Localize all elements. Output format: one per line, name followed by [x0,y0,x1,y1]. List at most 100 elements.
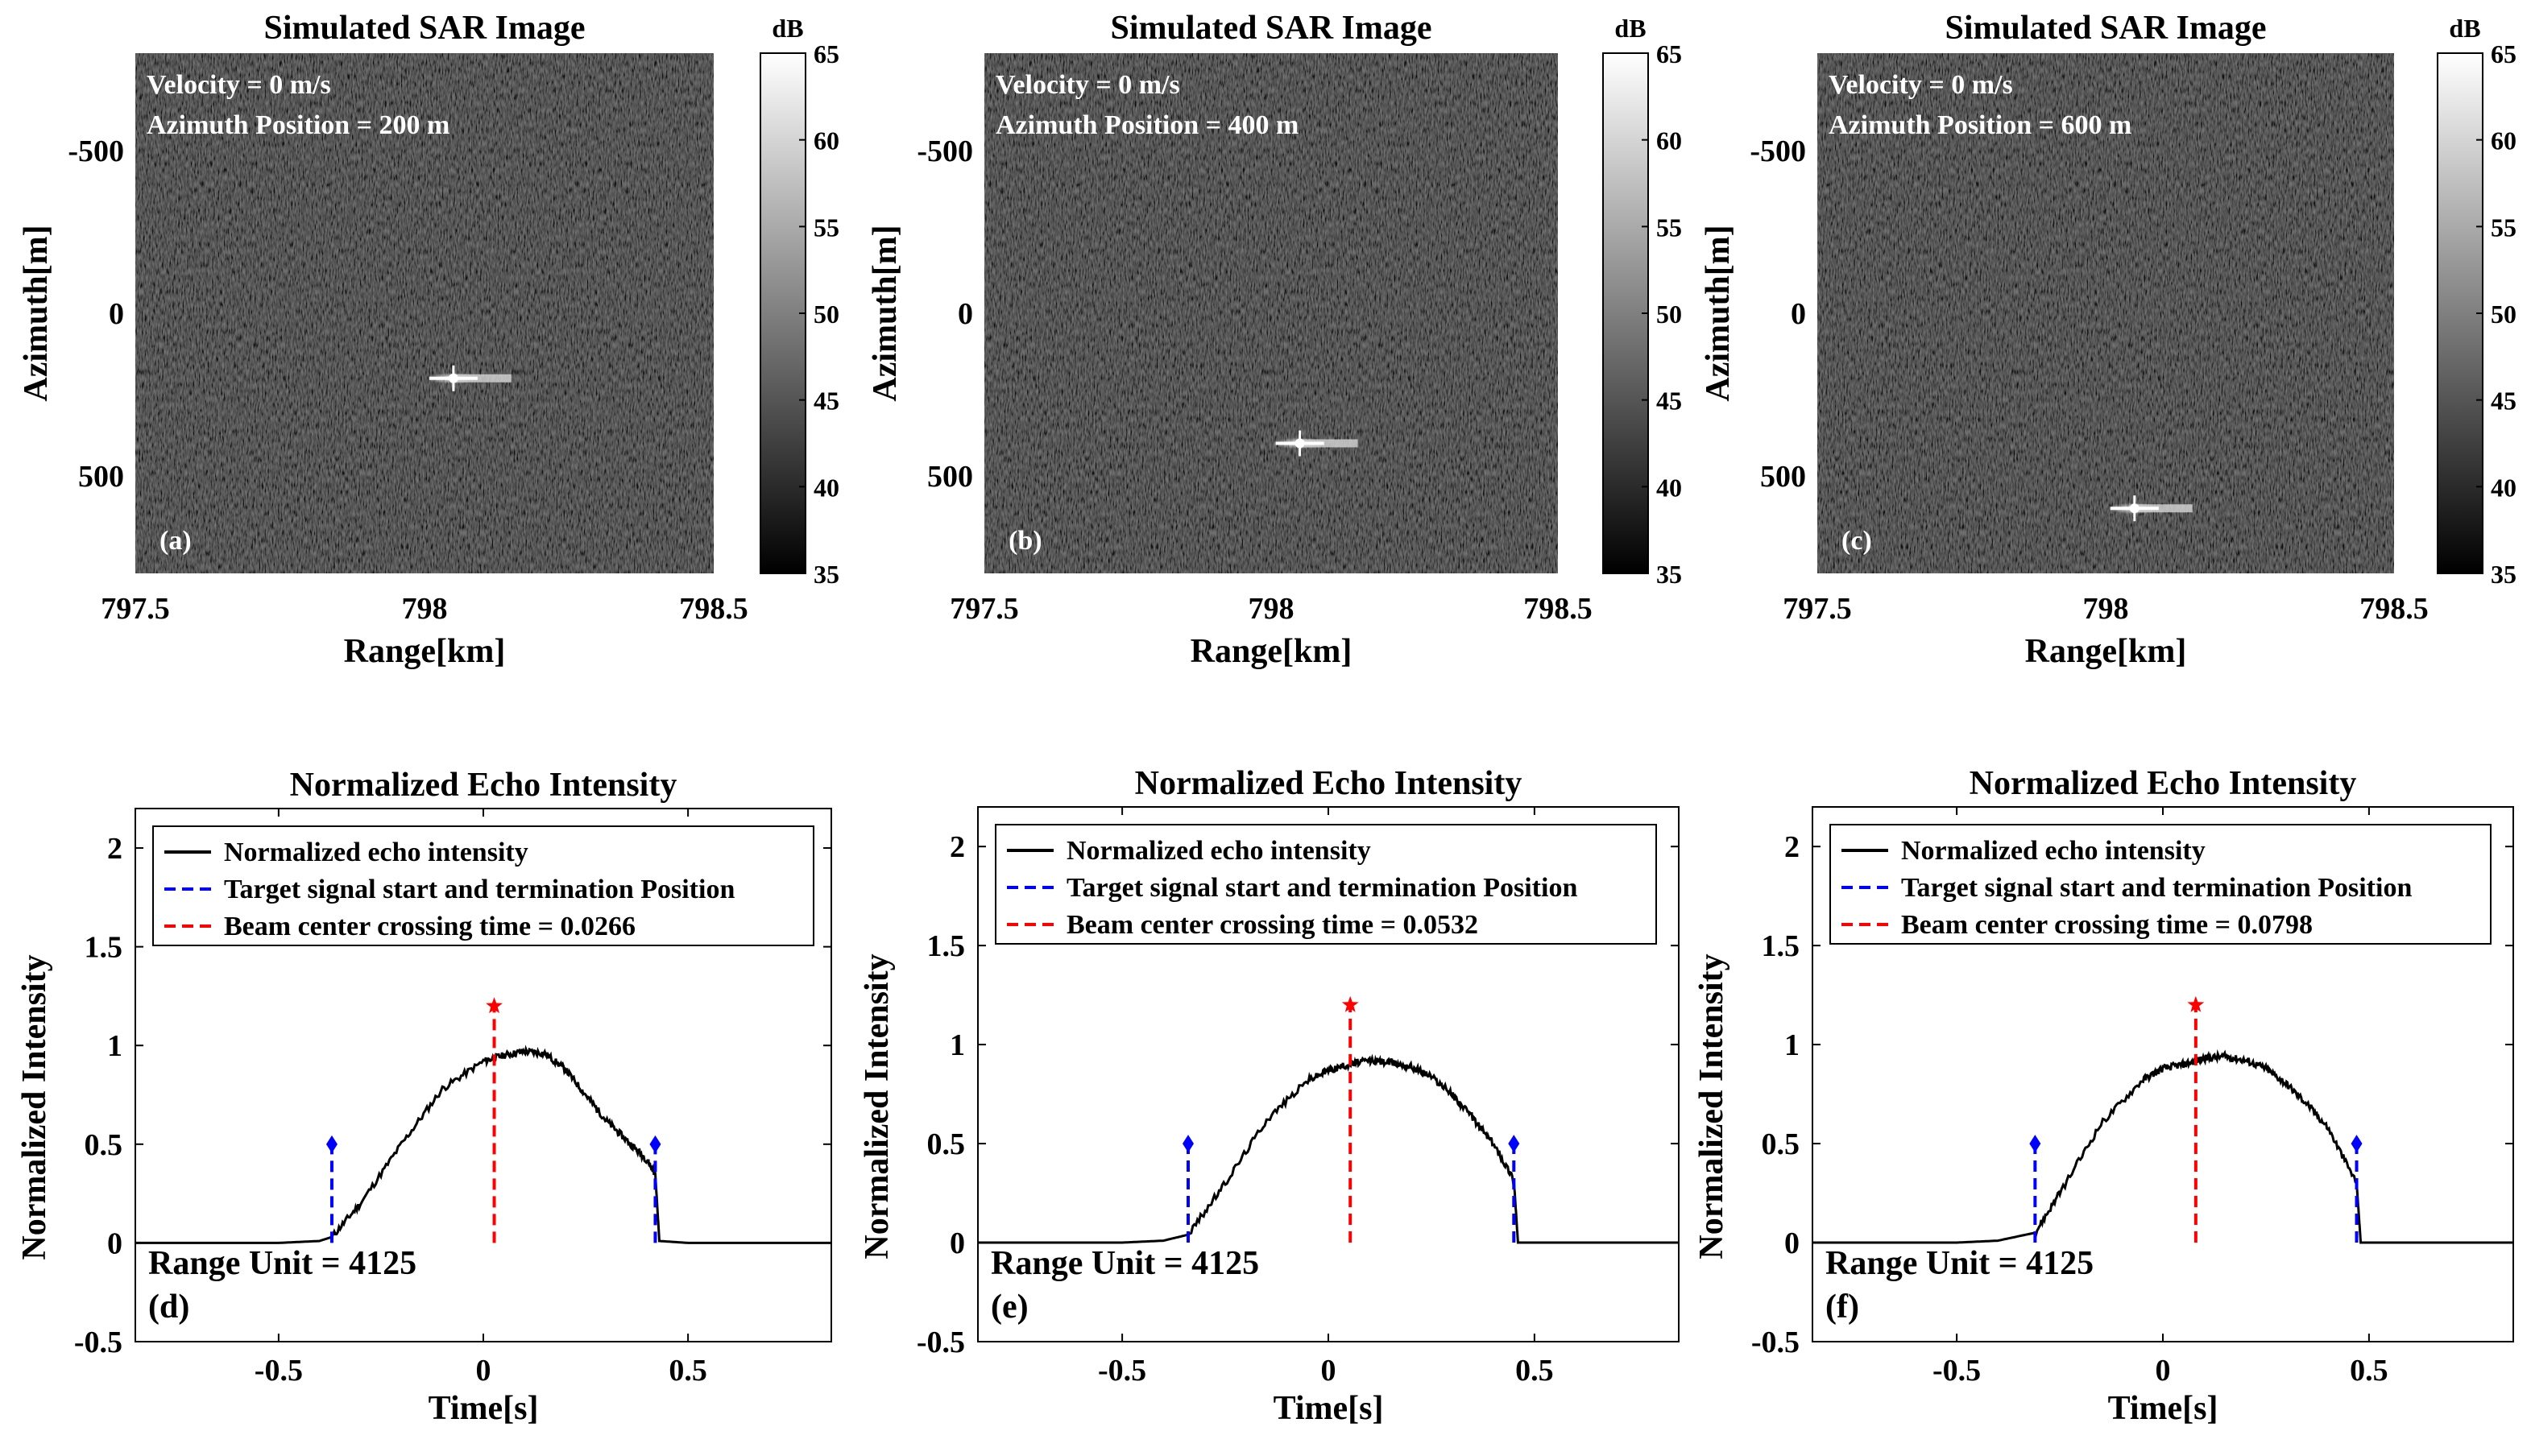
y-tick-label: 1.5 [927,929,966,963]
colorbar-tick-label: 45 [814,387,839,416]
sar-image-speckle [1817,53,2394,573]
y-tick-label: 0.5 [927,1127,966,1161]
x-tick-label: 0 [1321,1354,1336,1388]
colorbar-tick-label: 50 [2491,300,2517,329]
y-tick-label: 1.5 [85,931,123,965]
colorbar-tick-label: 60 [2491,126,2517,155]
y-axis-label: Azimuth[m] [867,225,904,401]
colorbar-tick-label: 55 [2491,213,2517,242]
x-axis-label: Range[km] [1191,633,1352,670]
target-range-tail [2134,504,2193,513]
legend-entry: Target signal start and termination Posi… [1901,873,2412,903]
beam-center-star [486,997,503,1014]
target-start-marker [2029,1135,2041,1153]
target-point [448,373,458,383]
azimuth-position-annotation: Azimuth Position = 600 m [1829,110,2131,140]
x-tick-label: 798 [2083,592,2129,626]
y-axis-label: Azimuth[m] [1700,225,1737,401]
y-tick-label: 0 [958,297,973,331]
x-axis-label: Time[s] [2108,1390,2218,1427]
legend-entry: Normalized echo intensity [1067,836,1371,866]
sar-image-speckle [984,53,1558,573]
y-axis-label: Normalized Intensity [16,954,53,1260]
x-tick-label: 798.5 [2359,592,2429,626]
y-tick-label: 0 [1791,297,1806,331]
x-tick-label: 798.5 [679,592,748,626]
target-range-tail [1299,439,1358,448]
y-tick-label: 1 [107,1029,122,1063]
echo-panel-1: -0.5 0 0.5 -0.5 0 0.5 1 1.5 2 Normalized echo int… [16,767,832,1427]
azimuth-position-annotation: Azimuth Position = 200 m [147,110,449,140]
y-tick-label: -0.5 [1751,1326,1800,1359]
x-axis-label: Range[km] [344,633,506,670]
y-tick-label: 2 [107,832,122,866]
sar-panel-2: Velocity = 0 m/s Azimuth Position = 400 m… [867,10,1682,670]
target-end-marker [1508,1135,1520,1153]
echo-panel-2: -0.5 0 0.5 -0.5 0 0.5 1 1.5 2 Normalized echo int… [859,765,1680,1427]
y-tick-label: 500 [78,460,124,494]
target-point [1294,438,1305,449]
echo-intensity-line [1812,1049,2513,1244]
x-tick-label: 798 [402,592,448,626]
colorbar-tick-label: 35 [814,560,839,589]
range-unit-label: Range Unit = 4125 [148,1245,416,1282]
legend-entry: Beam center crossing time = 0.0532 [1067,910,1478,940]
colorbar-tick-label: 65 [1656,39,1682,68]
velocity-annotation: Velocity = 0 m/s [996,70,1180,100]
x-tick-label: 0 [2156,1354,2171,1388]
colorbar-tick-label: 40 [2491,473,2517,502]
y-axis-label: Normalized Intensity [1693,953,1730,1259]
colorbar-tick-label: 45 [2491,387,2517,416]
legend-box [1829,824,2492,945]
echo-intensity-line [978,1053,1679,1244]
y-tick-label: 0 [950,1226,965,1260]
beam-center-star [2187,995,2205,1012]
colorbar [1602,52,1649,574]
chart-title: Normalized Echo Intensity [290,767,677,804]
y-tick-label: 2 [1784,830,1800,864]
panel-letter: (e) [991,1288,1029,1326]
x-tick-label: 0.5 [2350,1354,2388,1388]
panel-letter: (c) [1841,526,1872,556]
colorbar-tick-label: 40 [1656,473,1682,502]
y-axis-label: Normalized Intensity [859,953,896,1259]
target-start-marker [325,1135,338,1153]
panel-letter: (f) [1825,1288,1859,1326]
colorbar-tick-label: 55 [1656,213,1682,242]
legend-box [995,824,1657,945]
x-axis-label: Time[s] [1274,1390,1384,1427]
legend-box [152,825,814,946]
x-tick-label: -0.5 [1932,1354,1981,1388]
velocity-annotation: Velocity = 0 m/s [1829,70,2013,100]
target-end-marker [649,1135,661,1153]
x-tick-label: 0.5 [669,1354,707,1388]
azimuth-position-annotation: Azimuth Position = 400 m [996,110,1299,140]
x-tick-label: 0.5 [1515,1354,1554,1388]
y-tick-label: -0.5 [74,1326,122,1359]
target-end-marker [2351,1135,2363,1153]
colorbar-unit: dB [2449,14,2480,43]
sar-panel-3: Velocity = 0 m/s Azimuth Position = 600 m… [1700,10,2517,670]
y-axis-label: Azimuth[m] [18,225,55,401]
sar-panel-1: Velocity = 0 m/s Azimuth Position = 200 m… [18,10,839,670]
y-tick-label: 1 [950,1028,965,1062]
x-tick-label: 797.5 [950,592,1019,626]
colorbar-tick-label: 40 [814,473,839,502]
x-tick-label: -0.5 [255,1354,303,1388]
chart-title: Normalized Echo Intensity [1135,765,1522,802]
colorbar-tick-label: 65 [2491,39,2517,68]
colorbar-unit: dB [772,14,803,43]
colorbar-tick-label: 35 [2491,560,2517,589]
y-tick-label: 1.5 [1762,929,1800,963]
colorbar-tick-label: 35 [1656,560,1682,589]
legend-entry: Beam center crossing time = 0.0266 [224,912,636,941]
velocity-annotation: Velocity = 0 m/s [147,70,331,100]
chart-title: Simulated SAR Image [263,10,585,47]
x-tick-label: 797.5 [101,592,170,626]
echo-panel-3: -0.5 0 0.5 -0.5 0 0.5 1 1.5 2 Normalized echo int… [1693,765,2514,1427]
panel-letter: (b) [1009,526,1042,556]
y-tick-label: 1 [1784,1028,1800,1062]
chart-title: Normalized Echo Intensity [1970,765,2357,802]
y-tick-label: 500 [927,460,973,494]
